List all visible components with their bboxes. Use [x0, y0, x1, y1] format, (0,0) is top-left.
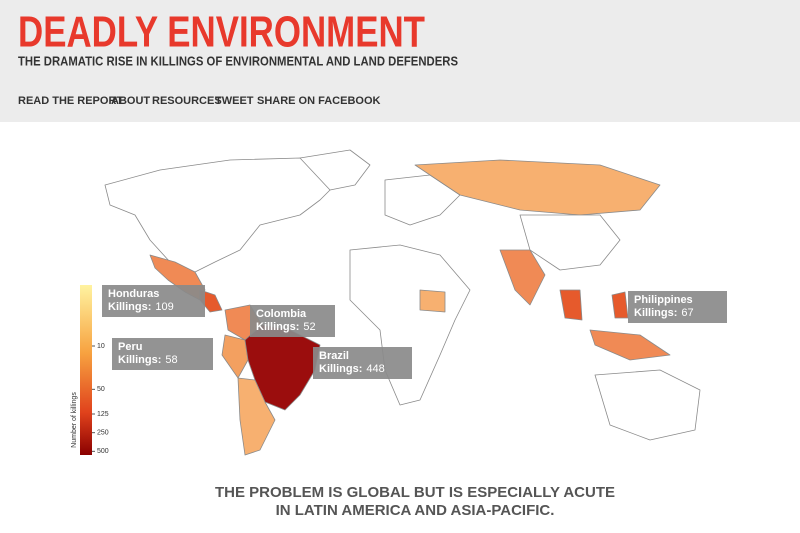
callout-box: [313, 347, 412, 379]
callout-country: Peru: [118, 341, 142, 353]
legend-tick-label: 125: [97, 411, 109, 418]
callout-country: Colombia: [256, 308, 307, 320]
callout-box: [250, 305, 335, 337]
legend-bar: [80, 285, 92, 455]
footer-line: IN LATIN AMERICA AND ASIA-PACIFIC.: [276, 502, 555, 519]
footer-line: THE PROBLEM IS GLOBAL BUT IS ESPECIALLY …: [215, 484, 615, 501]
legend-title: Number of killings: [71, 392, 78, 448]
nav-link[interactable]: ABOUT: [111, 95, 150, 107]
legend-tick-label: 50: [97, 386, 105, 393]
callout-killings: Killings: 67: [634, 307, 694, 319]
killings-value: 448: [366, 363, 384, 375]
killings-value: 109: [155, 301, 173, 313]
killings-label: Killings:: [634, 307, 677, 319]
killings-value: 67: [681, 307, 693, 319]
callout-country: Philippines: [634, 294, 693, 306]
nav-link[interactable]: READ THE REPORT: [18, 95, 123, 107]
map: [104, 149, 701, 456]
killings-label: Killings:: [108, 301, 151, 313]
killings-label: Killings:: [319, 363, 362, 375]
callout-box: [112, 338, 213, 370]
killings-label: Killings:: [118, 354, 161, 366]
callout-box: [102, 285, 205, 317]
callout-country: Brazil: [319, 350, 349, 362]
legend-tick-label: 10: [97, 343, 105, 350]
header-bg: [0, 0, 800, 122]
title: DEADLY ENVIRONMENT: [18, 8, 425, 57]
callout-killings: Killings: 448: [319, 363, 385, 375]
nav-link[interactable]: RESOURCES: [152, 95, 222, 107]
legend-tick-label: 250: [97, 430, 109, 437]
killings-value: 58: [165, 354, 177, 366]
callout-box: [628, 291, 727, 323]
callout-killings: Killings: 52: [256, 321, 316, 333]
legend-tick-label: 500: [97, 448, 109, 455]
nav-link[interactable]: TWEET: [215, 95, 254, 107]
killings-value: 52: [303, 321, 315, 333]
killings-label: Killings:: [256, 321, 299, 333]
subtitle: THE DRAMATIC RISE IN KILLINGS OF ENVIRON…: [18, 53, 458, 68]
callout-killings: Killings: 109: [108, 301, 174, 313]
callout-killings: Killings: 58: [118, 354, 178, 366]
callout-country: Honduras: [108, 288, 159, 300]
nav-link[interactable]: SHARE ON FACEBOOK: [257, 95, 381, 107]
